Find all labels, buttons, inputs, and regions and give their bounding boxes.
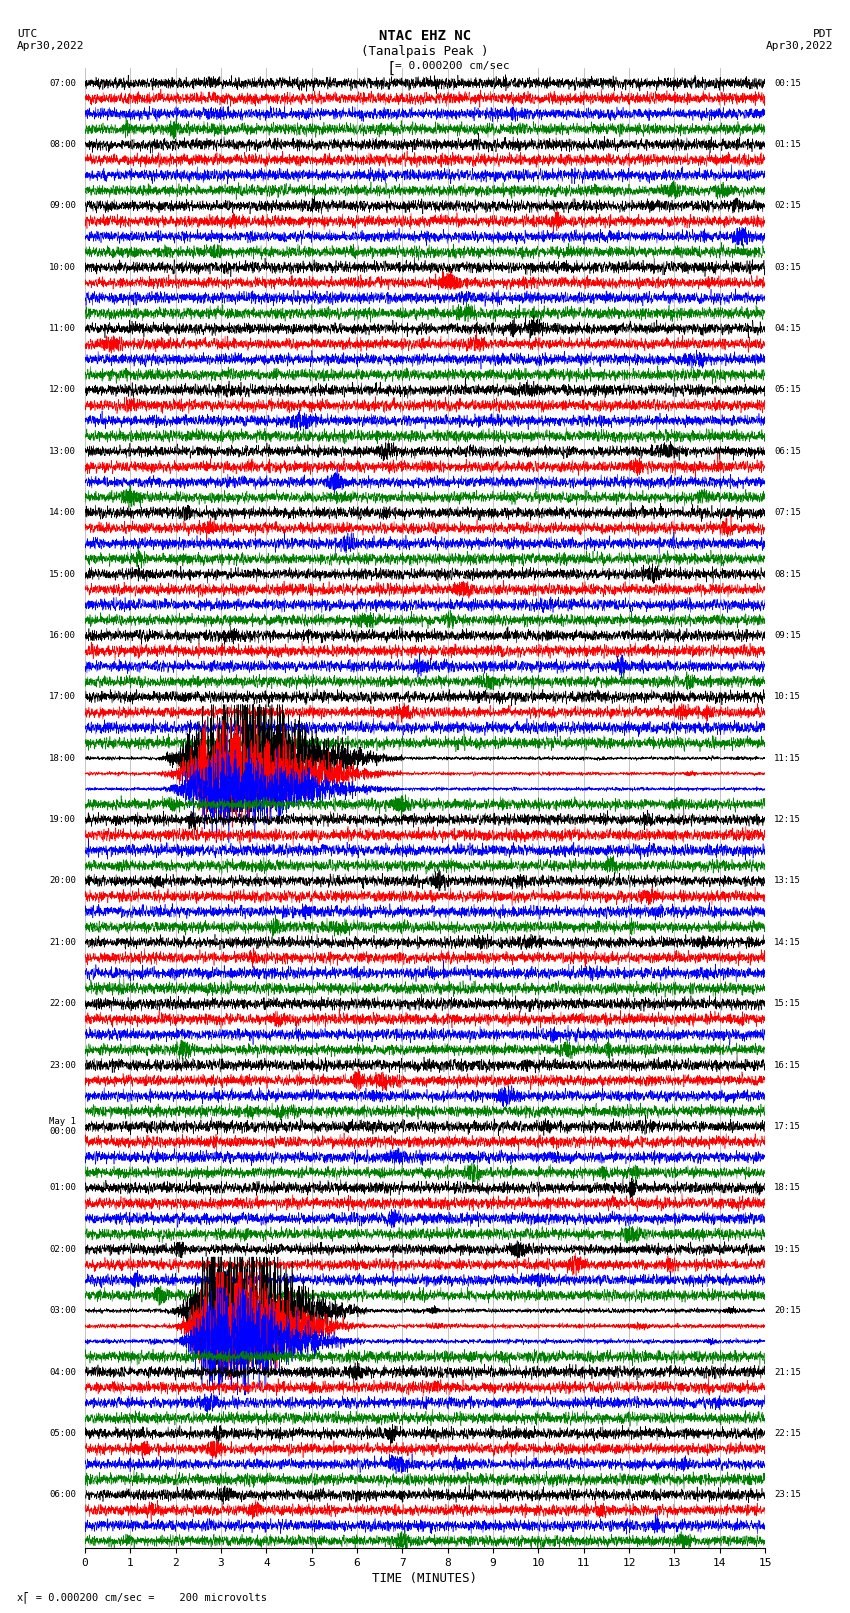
Text: 13:15: 13:15 bbox=[774, 876, 801, 886]
Text: 22:15: 22:15 bbox=[774, 1429, 801, 1437]
Text: 16:00: 16:00 bbox=[49, 631, 76, 640]
Text: 00:15: 00:15 bbox=[774, 79, 801, 87]
Text: = 0.000200 cm/sec: = 0.000200 cm/sec bbox=[395, 61, 510, 71]
Text: 11:15: 11:15 bbox=[774, 753, 801, 763]
Text: NTAC EHZ NC: NTAC EHZ NC bbox=[379, 29, 471, 44]
Text: 14:15: 14:15 bbox=[774, 937, 801, 947]
Text: 11:00: 11:00 bbox=[49, 324, 76, 334]
Text: 03:00: 03:00 bbox=[49, 1307, 76, 1315]
Text: 12:00: 12:00 bbox=[49, 386, 76, 395]
Text: 04:15: 04:15 bbox=[774, 324, 801, 334]
Text: [: [ bbox=[387, 61, 396, 76]
Text: 15:00: 15:00 bbox=[49, 569, 76, 579]
Text: 23:00: 23:00 bbox=[49, 1061, 76, 1069]
Text: 15:15: 15:15 bbox=[774, 1000, 801, 1008]
Text: 03:15: 03:15 bbox=[774, 263, 801, 271]
X-axis label: TIME (MINUTES): TIME (MINUTES) bbox=[372, 1573, 478, 1586]
Text: 21:00: 21:00 bbox=[49, 937, 76, 947]
Text: 10:15: 10:15 bbox=[774, 692, 801, 702]
Text: 01:00: 01:00 bbox=[49, 1184, 76, 1192]
Text: 21:15: 21:15 bbox=[774, 1368, 801, 1376]
Text: PDT
Apr30,2022: PDT Apr30,2022 bbox=[766, 29, 833, 50]
Text: 06:15: 06:15 bbox=[774, 447, 801, 456]
Text: 08:00: 08:00 bbox=[49, 140, 76, 148]
Text: 07:15: 07:15 bbox=[774, 508, 801, 518]
Text: 01:15: 01:15 bbox=[774, 140, 801, 148]
Text: 23:15: 23:15 bbox=[774, 1490, 801, 1498]
Text: 16:15: 16:15 bbox=[774, 1061, 801, 1069]
Text: (Tanalpais Peak ): (Tanalpais Peak ) bbox=[361, 45, 489, 58]
Text: 17:00: 17:00 bbox=[49, 692, 76, 702]
Text: 13:00: 13:00 bbox=[49, 447, 76, 456]
Text: 09:15: 09:15 bbox=[774, 631, 801, 640]
Text: 07:00: 07:00 bbox=[49, 79, 76, 87]
Text: 19:00: 19:00 bbox=[49, 815, 76, 824]
Text: x⎡ = 0.000200 cm/sec =    200 microvolts: x⎡ = 0.000200 cm/sec = 200 microvolts bbox=[17, 1592, 267, 1603]
Text: 17:15: 17:15 bbox=[774, 1123, 801, 1131]
Text: 05:15: 05:15 bbox=[774, 386, 801, 395]
Text: 10:00: 10:00 bbox=[49, 263, 76, 271]
Text: 09:00: 09:00 bbox=[49, 202, 76, 210]
Text: 22:00: 22:00 bbox=[49, 1000, 76, 1008]
Text: UTC
Apr30,2022: UTC Apr30,2022 bbox=[17, 29, 84, 50]
Text: 02:00: 02:00 bbox=[49, 1245, 76, 1253]
Text: 05:00: 05:00 bbox=[49, 1429, 76, 1437]
Text: 08:15: 08:15 bbox=[774, 569, 801, 579]
Text: 06:00: 06:00 bbox=[49, 1490, 76, 1498]
Text: May 1
00:00: May 1 00:00 bbox=[49, 1116, 76, 1136]
Text: 12:15: 12:15 bbox=[774, 815, 801, 824]
Text: 19:15: 19:15 bbox=[774, 1245, 801, 1253]
Text: 18:15: 18:15 bbox=[774, 1184, 801, 1192]
Text: 18:00: 18:00 bbox=[49, 753, 76, 763]
Text: 20:15: 20:15 bbox=[774, 1307, 801, 1315]
Text: 04:00: 04:00 bbox=[49, 1368, 76, 1376]
Text: 02:15: 02:15 bbox=[774, 202, 801, 210]
Text: 20:00: 20:00 bbox=[49, 876, 76, 886]
Text: 14:00: 14:00 bbox=[49, 508, 76, 518]
